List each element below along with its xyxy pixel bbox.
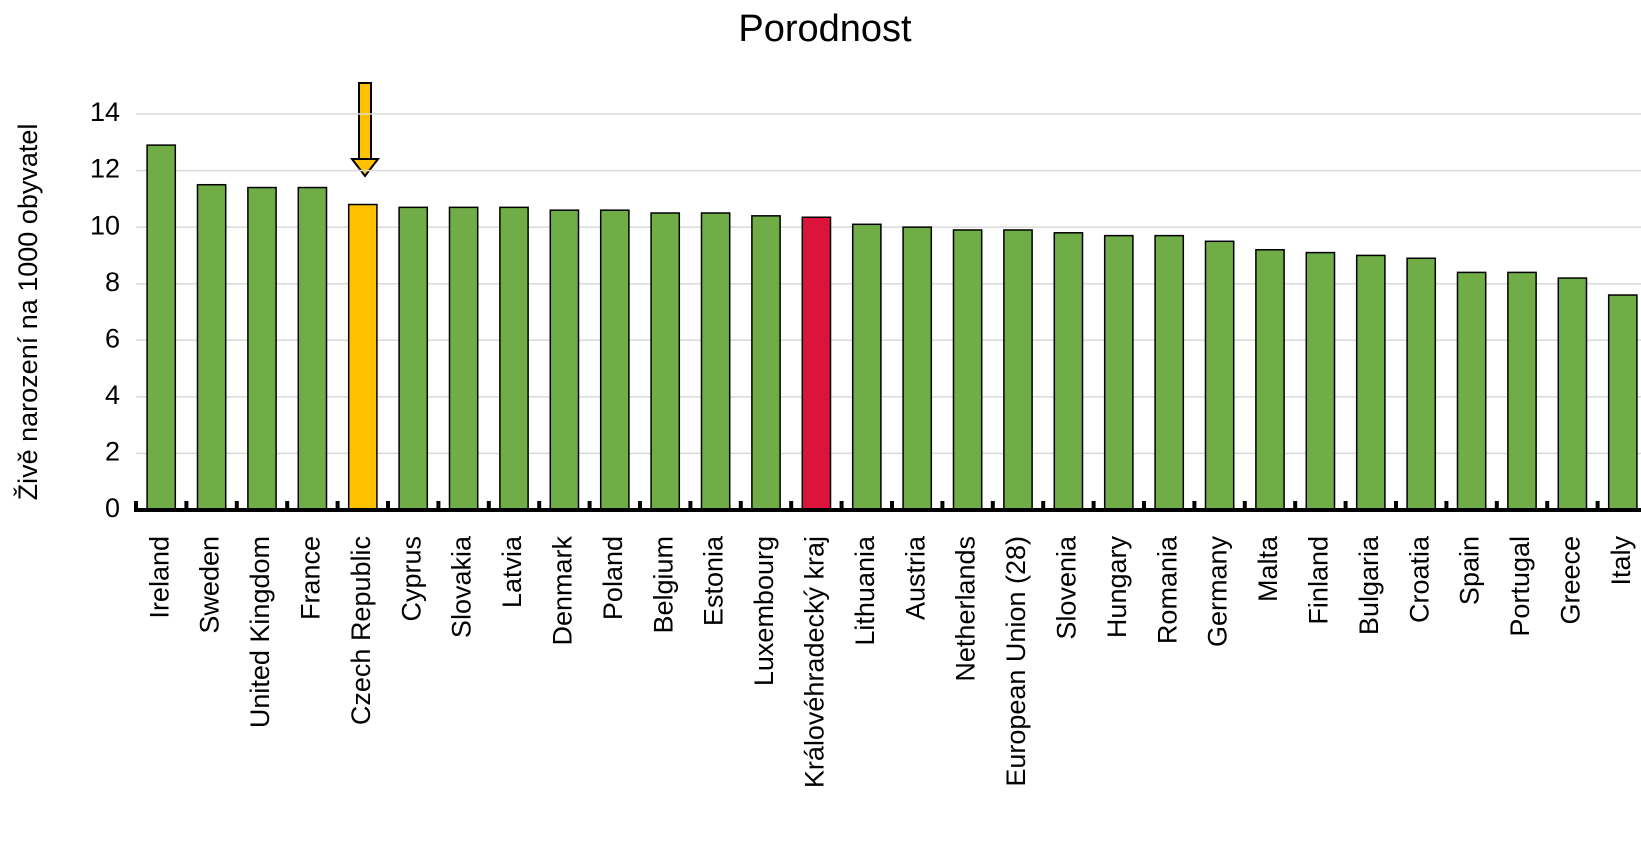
x-tick-label: European Union (28) [1001, 536, 1031, 787]
bar [650, 212, 681, 511]
y-tick-label: 6 [105, 323, 120, 353]
bar [1103, 234, 1134, 511]
bar [1557, 277, 1588, 511]
bar [1305, 251, 1336, 511]
x-tick-label: Croatia [1404, 535, 1434, 623]
x-tick-label: France [296, 536, 326, 620]
x-tick-label: Lithuania [850, 535, 880, 646]
x-tick-label: Germany [1203, 536, 1233, 648]
y-axis-label: Živě narození na 1000 obyvatel [12, 124, 43, 501]
x-tick-label: Netherlands [951, 536, 981, 682]
bar [700, 212, 731, 511]
x-tick-label: Portugal [1505, 536, 1535, 637]
x-tick-label: Hungary [1102, 536, 1132, 639]
y-tick-label: 0 [105, 493, 120, 523]
bar [1154, 234, 1185, 511]
bar [347, 203, 378, 511]
bar [801, 216, 832, 511]
x-tick-label: Belgium [648, 536, 678, 634]
chart-title: Porodnost [738, 8, 912, 50]
y-tick-label: 12 [90, 154, 120, 184]
bar [1607, 294, 1638, 511]
bar [1456, 271, 1487, 511]
x-tick-label: Slovakia [447, 535, 477, 638]
x-tick-label: Denmark [548, 536, 578, 646]
x-tick-label: Finland [1304, 536, 1334, 625]
y-tick-label: 10 [90, 210, 120, 240]
x-tick-label: Luxembourg [749, 536, 779, 686]
bar [952, 229, 983, 511]
x-tick-label: Ireland [144, 536, 174, 619]
y-tick-label: 14 [90, 97, 120, 127]
x-tick-label: Italy [1606, 536, 1636, 586]
bar [549, 209, 580, 511]
x-tick-label: Greece [1556, 536, 1586, 625]
bar [499, 206, 529, 511]
x-tick-label: Sweden [195, 536, 225, 634]
bar [751, 215, 781, 511]
y-tick-label: 4 [105, 380, 120, 410]
x-tick-label: Austria [900, 535, 930, 620]
bar [902, 226, 933, 511]
bar [398, 206, 429, 511]
x-tick-label: Bulgaria [1354, 535, 1384, 635]
x-tick-label: Romania [1152, 535, 1182, 644]
x-tick-label: Czech Republic [346, 536, 376, 725]
x-tick-label: United Kingdom [245, 536, 275, 728]
x-tick-label: Cyprus [396, 536, 426, 622]
bar [1204, 240, 1235, 511]
bar [297, 186, 328, 511]
bar [1355, 254, 1386, 511]
x-tick-label: Královéhradecký kraj [800, 536, 830, 788]
x-tick-label: Spain [1455, 536, 1485, 605]
x-tick-label: Estonia [699, 535, 729, 626]
bar [1406, 257, 1437, 511]
bar [1003, 229, 1033, 511]
y-tick-label: 8 [105, 267, 120, 297]
bar [599, 209, 630, 511]
x-tick-label: Latvia [497, 535, 527, 608]
bar [1255, 249, 1285, 511]
x-tick-label: Malta [1253, 535, 1283, 602]
bar [1507, 271, 1537, 511]
y-tick-label: 2 [105, 437, 120, 467]
bar [448, 206, 479, 511]
bar [851, 223, 882, 511]
x-tick-label: Poland [598, 536, 628, 620]
bar [146, 144, 177, 511]
bar [196, 183, 227, 511]
bar [247, 186, 277, 511]
arrow [349, 82, 381, 178]
x-tick-label: Slovenia [1052, 535, 1082, 640]
bar [1053, 232, 1084, 511]
